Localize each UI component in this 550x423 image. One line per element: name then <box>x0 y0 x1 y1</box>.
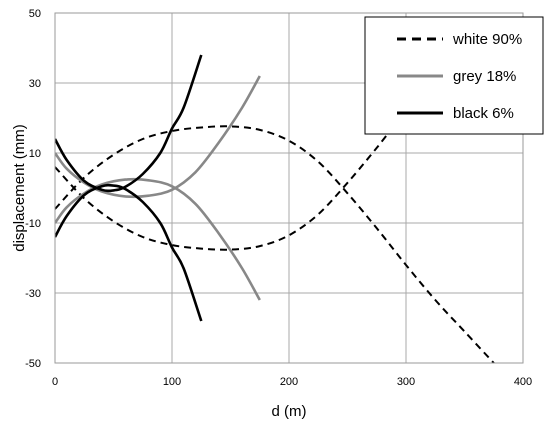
series-line-white-90 <box>55 125 495 364</box>
series-line-black-6 <box>55 54 203 193</box>
series-line-white-90 <box>55 99 419 251</box>
legend-box <box>364 16 544 135</box>
legend-label: grey 18% <box>453 68 516 85</box>
x-tick-label: 400 <box>514 376 532 388</box>
x-axis-label: d (m) <box>272 403 307 420</box>
series-line-black-6 <box>55 183 203 322</box>
y-tick-label: -30 <box>25 288 41 300</box>
y-tick-label: 50 <box>29 8 41 20</box>
y-tick-label: -50 <box>25 358 41 370</box>
x-tick-label: 100 <box>163 376 181 388</box>
series-lines <box>55 54 495 364</box>
x-tick-label: 200 <box>280 376 298 388</box>
legend-label: white 90% <box>452 31 522 48</box>
x-tick-label: 0 <box>52 376 58 388</box>
y-tick-label: -10 <box>25 218 41 230</box>
series-line-grey-18 <box>55 75 261 199</box>
legend-label: black 6% <box>453 105 514 122</box>
y-tick-label: 30 <box>29 78 41 90</box>
plot-frame <box>54 12 524 364</box>
y-tick-label: 10 <box>29 148 41 160</box>
y-axis-label: displacement (mm) <box>11 124 28 252</box>
tick-labels: 0 100 200 300 400 -50 -30 -10 10 30 50 <box>25 8 532 388</box>
series-line-grey-18 <box>55 177 261 301</box>
x-tick-label: 300 <box>397 376 415 388</box>
legend: white 90% grey 18% black 6% <box>364 16 544 135</box>
